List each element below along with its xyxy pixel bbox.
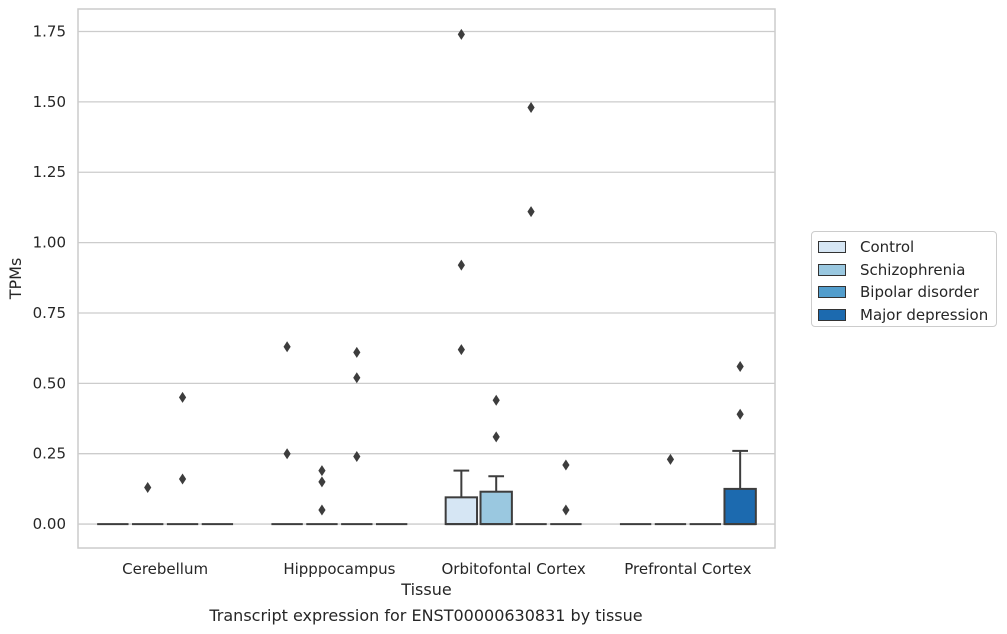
outlier-point <box>318 465 326 477</box>
outlier-point <box>492 394 500 406</box>
y-tick-label: 0.25 <box>33 445 66 463</box>
y-tick-label: 0.75 <box>33 304 66 322</box>
x-tick-label: Prefrontal Cortex <box>624 560 751 578</box>
x-ticks: Cerebellum Hipppocampus Orbitofontal Corte… <box>122 560 751 578</box>
outlier-point <box>457 344 465 356</box>
outlier-point <box>457 259 465 271</box>
box-major-depression <box>723 449 757 526</box>
outlier-point <box>527 206 535 218</box>
box-body <box>723 487 757 526</box>
plot-frame <box>77 8 776 549</box>
outlier-point <box>283 341 291 353</box>
outlier-point <box>736 360 744 372</box>
outlier-point <box>562 459 570 471</box>
legend-label: Schizophrenia <box>860 260 966 279</box>
outlier-point <box>353 372 361 384</box>
box-schizophrenia <box>479 475 513 526</box>
y-tick-label: 0.50 <box>33 374 66 392</box>
legend-label: Control <box>860 238 915 257</box>
legend-item: Control <box>818 236 996 259</box>
y-tick-label: 1.75 <box>33 23 66 41</box>
outlier-point <box>492 431 500 443</box>
box-body <box>479 490 513 526</box>
outlier-point <box>178 391 187 403</box>
outlier-point <box>144 481 152 493</box>
legend-item: Bipolar disorder <box>818 281 996 304</box>
y-tick-label: 1.25 <box>33 163 66 181</box>
legend-item: Schizophrenia <box>818 259 996 282</box>
outlier-point <box>736 408 744 420</box>
outlier-point <box>666 453 675 465</box>
legend-swatch <box>818 241 846 254</box>
legend-swatch <box>818 263 846 276</box>
y-axis-label: TPMs <box>6 258 25 301</box>
x-tick-label: Hipppocampus <box>283 560 395 578</box>
outlier-point <box>457 28 465 40</box>
legend-label: Bipolar disorder <box>860 283 979 302</box>
legend-label: Major depression <box>860 305 989 324</box>
outlier-point <box>318 504 326 516</box>
outlier-point <box>178 473 187 485</box>
x-tick-label: Cerebellum <box>122 560 208 578</box>
chart-caption: Transcript expression for ENST0000063083… <box>209 606 643 625</box>
legend-swatch <box>818 286 846 299</box>
gridlines <box>78 30 775 525</box>
y-tick-label: 0.00 <box>33 515 66 533</box>
x-axis-label: Tissue <box>400 580 451 599</box>
legend-swatch <box>818 308 846 321</box>
outlier-point <box>283 448 291 460</box>
box-control <box>444 469 479 526</box>
y-tick-label: 1.00 <box>33 234 66 252</box>
x-tick-label: Orbitofontal Cortex <box>442 560 586 578</box>
outlier-point <box>353 451 361 463</box>
legend: Control Schizophrenia Bipolar disorder Majo… <box>811 231 997 327</box>
outlier-point <box>527 102 535 114</box>
y-tick-label: 1.50 <box>33 93 66 111</box>
outlier-point <box>318 476 326 488</box>
outlier-point <box>353 346 361 358</box>
outliers <box>144 28 744 516</box>
y-ticks: 0.00 0.25 0.50 0.75 1.00 1.25 1.50 1.75 <box>33 23 66 534</box>
box-body <box>444 496 479 526</box>
boxes <box>97 449 757 526</box>
outlier-point <box>562 504 570 516</box>
legend-item: Major depression <box>818 304 996 327</box>
